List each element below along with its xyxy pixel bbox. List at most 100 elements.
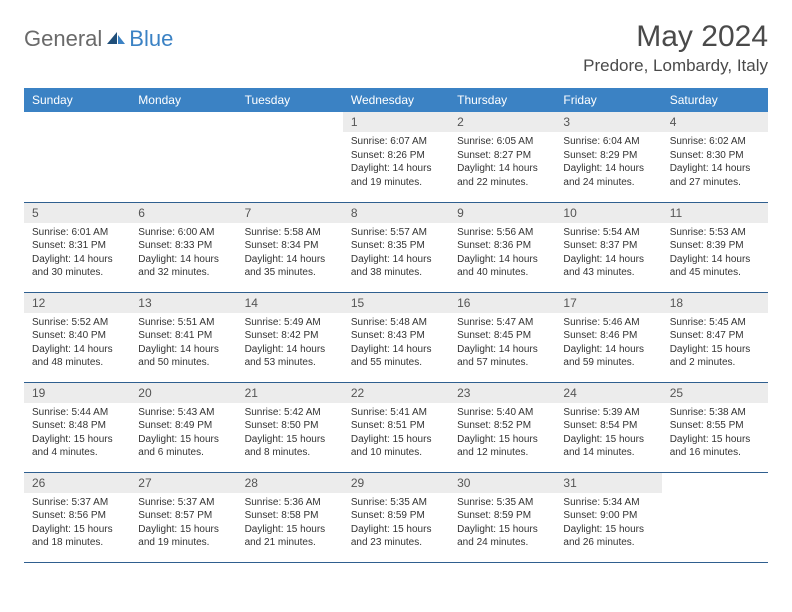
- day-line: Sunrise: 5:58 AM: [245, 226, 335, 240]
- day-number: 24: [555, 383, 661, 403]
- day-number: 6: [130, 203, 236, 223]
- weekday-header: Thursday: [449, 88, 555, 112]
- day-line: Daylight: 14 hours: [670, 253, 760, 267]
- day-line: Sunrise: 5:47 AM: [457, 316, 547, 330]
- day-line: Daylight: 15 hours: [138, 523, 228, 537]
- brand-blue: Blue: [129, 26, 173, 52]
- weekday-header: Friday: [555, 88, 661, 112]
- day-line: and 48 minutes.: [32, 356, 122, 370]
- day-number: 3: [555, 112, 661, 132]
- day-content: Sunrise: 5:39 AMSunset: 8:54 PMDaylight:…: [555, 403, 661, 466]
- calendar-day-cell: 29Sunrise: 5:35 AMSunset: 8:59 PMDayligh…: [343, 472, 449, 562]
- day-number: 14: [237, 293, 343, 313]
- day-content: Sunrise: 5:37 AMSunset: 8:57 PMDaylight:…: [130, 493, 236, 556]
- day-number: 26: [24, 473, 130, 493]
- day-content: Sunrise: 5:44 AMSunset: 8:48 PMDaylight:…: [24, 403, 130, 466]
- calendar-day-cell: [662, 472, 768, 562]
- day-content: Sunrise: 5:46 AMSunset: 8:46 PMDaylight:…: [555, 313, 661, 376]
- day-line: Daylight: 15 hours: [32, 523, 122, 537]
- day-line: Sunset: 8:47 PM: [670, 329, 760, 343]
- calendar-day-cell: 19Sunrise: 5:44 AMSunset: 8:48 PMDayligh…: [24, 382, 130, 472]
- day-content: Sunrise: 6:07 AMSunset: 8:26 PMDaylight:…: [343, 132, 449, 195]
- day-line: and 43 minutes.: [563, 266, 653, 280]
- day-line: and 55 minutes.: [351, 356, 441, 370]
- day-line: Sunset: 8:26 PM: [351, 149, 441, 163]
- day-line: and 22 minutes.: [457, 176, 547, 190]
- day-line: Daylight: 15 hours: [351, 433, 441, 447]
- day-line: and 6 minutes.: [138, 446, 228, 460]
- sail-icon: [105, 30, 127, 48]
- day-line: Daylight: 15 hours: [563, 433, 653, 447]
- day-line: Sunset: 8:57 PM: [138, 509, 228, 523]
- day-line: Daylight: 15 hours: [351, 523, 441, 537]
- day-line: Sunrise: 5:44 AM: [32, 406, 122, 420]
- day-line: Daylight: 14 hours: [351, 253, 441, 267]
- day-line: Sunset: 8:34 PM: [245, 239, 335, 253]
- day-number: 22: [343, 383, 449, 403]
- day-line: Daylight: 15 hours: [245, 523, 335, 537]
- day-line: Daylight: 14 hours: [670, 162, 760, 176]
- day-line: Sunset: 8:56 PM: [32, 509, 122, 523]
- calendar-day-cell: 14Sunrise: 5:49 AMSunset: 8:42 PMDayligh…: [237, 292, 343, 382]
- day-line: Sunset: 8:42 PM: [245, 329, 335, 343]
- day-line: Daylight: 14 hours: [457, 343, 547, 357]
- day-line: and 2 minutes.: [670, 356, 760, 370]
- calendar-day-cell: [130, 112, 236, 202]
- day-number: 12: [24, 293, 130, 313]
- day-content: Sunrise: 6:05 AMSunset: 8:27 PMDaylight:…: [449, 132, 555, 195]
- calendar-day-cell: 9Sunrise: 5:56 AMSunset: 8:36 PMDaylight…: [449, 202, 555, 292]
- calendar-week-row: 26Sunrise: 5:37 AMSunset: 8:56 PMDayligh…: [24, 472, 768, 562]
- day-line: Daylight: 14 hours: [457, 162, 547, 176]
- month-title: May 2024: [583, 20, 768, 54]
- day-number: 18: [662, 293, 768, 313]
- calendar-table: Sunday Monday Tuesday Wednesday Thursday…: [24, 88, 768, 563]
- calendar-day-cell: 16Sunrise: 5:47 AMSunset: 8:45 PMDayligh…: [449, 292, 555, 382]
- calendar-week-row: 12Sunrise: 5:52 AMSunset: 8:40 PMDayligh…: [24, 292, 768, 382]
- day-number: 10: [555, 203, 661, 223]
- day-line: and 24 minutes.: [563, 176, 653, 190]
- day-content: Sunrise: 5:38 AMSunset: 8:55 PMDaylight:…: [662, 403, 768, 466]
- day-line: and 10 minutes.: [351, 446, 441, 460]
- day-line: Sunrise: 5:40 AM: [457, 406, 547, 420]
- day-content: [237, 118, 343, 127]
- day-line: Sunrise: 5:39 AM: [563, 406, 653, 420]
- header: General Blue May 2024 Predore, Lombardy,…: [24, 20, 768, 76]
- day-line: Sunset: 8:58 PM: [245, 509, 335, 523]
- calendar-day-cell: 1Sunrise: 6:07 AMSunset: 8:26 PMDaylight…: [343, 112, 449, 202]
- calendar-day-cell: 17Sunrise: 5:46 AMSunset: 8:46 PMDayligh…: [555, 292, 661, 382]
- day-line: and 27 minutes.: [670, 176, 760, 190]
- calendar-day-cell: 21Sunrise: 5:42 AMSunset: 8:50 PMDayligh…: [237, 382, 343, 472]
- day-content: Sunrise: 5:40 AMSunset: 8:52 PMDaylight:…: [449, 403, 555, 466]
- day-line: Sunrise: 5:53 AM: [670, 226, 760, 240]
- day-content: Sunrise: 5:43 AMSunset: 8:49 PMDaylight:…: [130, 403, 236, 466]
- day-line: Sunset: 9:00 PM: [563, 509, 653, 523]
- day-line: Sunrise: 5:45 AM: [670, 316, 760, 330]
- day-content: Sunrise: 5:56 AMSunset: 8:36 PMDaylight:…: [449, 223, 555, 286]
- day-content: Sunrise: 6:04 AMSunset: 8:29 PMDaylight:…: [555, 132, 661, 195]
- day-number: 2: [449, 112, 555, 132]
- day-number: 31: [555, 473, 661, 493]
- day-line: and 30 minutes.: [32, 266, 122, 280]
- day-number: 28: [237, 473, 343, 493]
- calendar-body: 1Sunrise: 6:07 AMSunset: 8:26 PMDaylight…: [24, 112, 768, 562]
- day-content: Sunrise: 5:57 AMSunset: 8:35 PMDaylight:…: [343, 223, 449, 286]
- day-content: Sunrise: 5:48 AMSunset: 8:43 PMDaylight:…: [343, 313, 449, 376]
- day-line: Sunset: 8:35 PM: [351, 239, 441, 253]
- day-line: and 53 minutes.: [245, 356, 335, 370]
- day-line: Sunrise: 5:38 AM: [670, 406, 760, 420]
- day-number: 7: [237, 203, 343, 223]
- day-line: Sunset: 8:39 PM: [670, 239, 760, 253]
- day-number: 5: [24, 203, 130, 223]
- day-line: Sunset: 8:48 PM: [32, 419, 122, 433]
- day-content: [24, 118, 130, 127]
- weekday-header: Wednesday: [343, 88, 449, 112]
- day-line: Daylight: 15 hours: [670, 433, 760, 447]
- day-line: Sunrise: 5:42 AM: [245, 406, 335, 420]
- day-content: Sunrise: 5:35 AMSunset: 8:59 PMDaylight:…: [343, 493, 449, 556]
- calendar-day-cell: 26Sunrise: 5:37 AMSunset: 8:56 PMDayligh…: [24, 472, 130, 562]
- day-content: Sunrise: 5:36 AMSunset: 8:58 PMDaylight:…: [237, 493, 343, 556]
- brand-logo: General Blue: [24, 20, 173, 52]
- day-line: and 38 minutes.: [351, 266, 441, 280]
- day-number: 23: [449, 383, 555, 403]
- calendar-header-row: Sunday Monday Tuesday Wednesday Thursday…: [24, 88, 768, 112]
